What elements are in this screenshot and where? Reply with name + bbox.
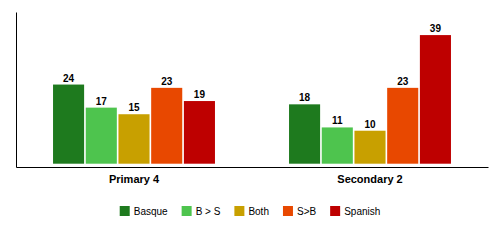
chart: 24 18 17 11 15 10 23 23 19 39 Primary 4 Secondary 2… <box>0 0 500 225</box>
data-label: 10 <box>364 119 376 130</box>
legend-swatch <box>283 206 293 216</box>
y-axis-line <box>16 13 17 168</box>
legend-label: B > S <box>196 206 221 217</box>
data-label: 23 <box>161 76 173 87</box>
bars <box>53 35 451 164</box>
bar <box>184 101 215 164</box>
data-label: 23 <box>397 76 409 87</box>
data-labels: 24 18 17 11 15 10 23 23 19 39 <box>63 23 441 130</box>
bar <box>151 88 182 164</box>
bar <box>289 104 320 163</box>
data-label: 39 <box>430 23 442 34</box>
legend-swatch <box>234 206 244 216</box>
bar <box>53 85 84 164</box>
data-label: 15 <box>128 102 140 113</box>
data-label: 19 <box>194 89 206 100</box>
legend-swatch <box>182 206 192 216</box>
legend-item: S>B <box>283 206 317 217</box>
x-tick: Primary 4 <box>109 173 160 185</box>
bar <box>387 88 418 164</box>
legend-item: Both <box>234 206 269 217</box>
x-tick-label: Primary 4 <box>109 173 160 185</box>
data-label: 17 <box>96 96 108 107</box>
bar <box>322 127 353 163</box>
legend-label: Basque <box>134 206 168 217</box>
legend-label: Both <box>248 206 269 217</box>
data-label: 18 <box>299 92 311 103</box>
x-tick-label: Secondary 2 <box>337 173 402 185</box>
x-axis-line <box>17 167 489 168</box>
y-axis <box>16 13 17 168</box>
data-label: 11 <box>332 115 343 126</box>
x-tick: Secondary 2 <box>337 173 402 185</box>
legend-label: Spanish <box>344 206 380 217</box>
legend-swatch <box>120 206 130 216</box>
legend: Basque B > S Both S>B Spanish <box>120 206 381 217</box>
bar <box>420 35 451 164</box>
legend-label: S>B <box>297 206 317 217</box>
legend-item: B > S <box>182 206 221 217</box>
legend-item: Basque <box>120 206 168 217</box>
x-axis: Primary 4 Secondary 2 <box>17 168 489 185</box>
data-label: 24 <box>63 73 75 84</box>
bar <box>118 114 149 163</box>
legend-item: Spanish <box>330 206 380 217</box>
legend-swatch <box>330 206 340 216</box>
plot: 24 18 17 11 15 10 23 23 19 39 Primary 4 Secondary 2 <box>17 13 489 185</box>
bar <box>354 131 385 164</box>
bar <box>86 108 117 164</box>
